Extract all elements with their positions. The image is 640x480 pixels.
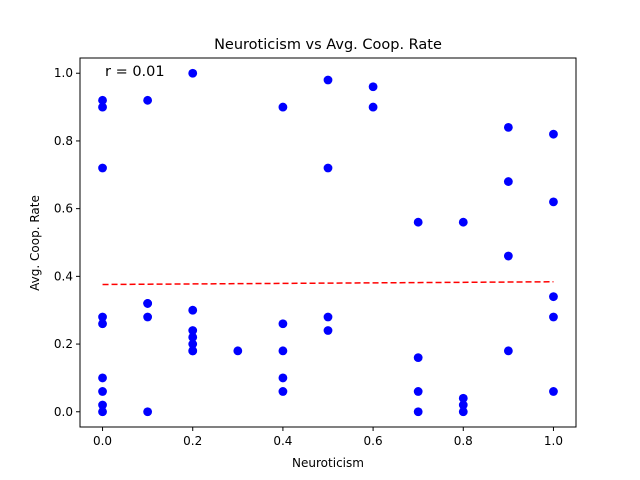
data-point [143,299,153,308]
x-tick-label: 0.2 [183,434,202,448]
y-tick-label: 0.6 [54,202,73,216]
data-point [323,75,333,85]
plot-area: 0.0 0.2 0.4 0.6 0.8 1.0 0.0 0.2 0.4 0.6 0.8 1.0 [54,57,577,448]
data-point [188,339,198,349]
y-tick-label: 0.0 [54,405,73,419]
data-point [503,251,513,261]
data-point [458,407,468,417]
y-tick-label: 0.2 [54,337,73,351]
data-point [98,387,107,396]
trend-line [102,281,554,286]
data-point [549,292,558,302]
data-point [549,129,558,139]
data-point [458,217,468,227]
data-point [549,312,558,322]
data-point [188,305,198,315]
data-point [323,312,333,322]
data-point [458,393,468,403]
data-point [278,319,288,329]
axes-frame [79,57,577,428]
data-point [98,95,107,105]
data-point [278,387,288,396]
data-point [188,68,198,78]
x-tick-label: 0.4 [273,434,292,448]
x-tick-label: 0.0 [93,434,112,448]
data-point [278,346,288,356]
data-point [368,82,378,92]
data-point [143,312,153,322]
data-point [323,326,333,335]
data-point [503,177,513,186]
data-point [278,373,288,383]
data-point [233,346,243,356]
data-point [549,197,558,207]
data-point [143,407,153,417]
data-point [368,102,378,112]
data-point [413,217,423,227]
y-tick-label: 1.0 [54,66,73,80]
y-axis-title: Avg. Coop. Rate [28,195,42,291]
data-point [503,346,513,356]
data-point [188,332,198,342]
correlation-annotation: r = 0.01 [105,64,165,80]
data-point [188,346,198,356]
data-point [98,102,107,112]
x-axis-title: Neuroticism [292,456,364,470]
data-point [458,400,468,410]
data-point [98,373,107,383]
x-tick-label: 0.6 [364,434,383,448]
data-point [413,407,423,417]
data-point [98,319,107,329]
chart-title: Neuroticism vs Avg. Coop. Rate [214,37,442,53]
data-point [413,353,423,363]
x-tick-label: 1.0 [544,434,563,448]
data-point [323,163,333,173]
data-point [188,326,198,335]
data-point [413,387,423,396]
data-point [278,102,288,112]
data-point [98,312,107,322]
data-point [549,387,558,396]
data-point [503,122,513,132]
y-tick-label: 0.4 [54,269,73,283]
data-point [143,95,153,105]
y-tick-label: 0.8 [54,134,73,148]
data-point [98,163,107,173]
data-point [98,400,107,410]
data-point [98,407,107,417]
x-tick-label: 0.8 [454,434,473,448]
